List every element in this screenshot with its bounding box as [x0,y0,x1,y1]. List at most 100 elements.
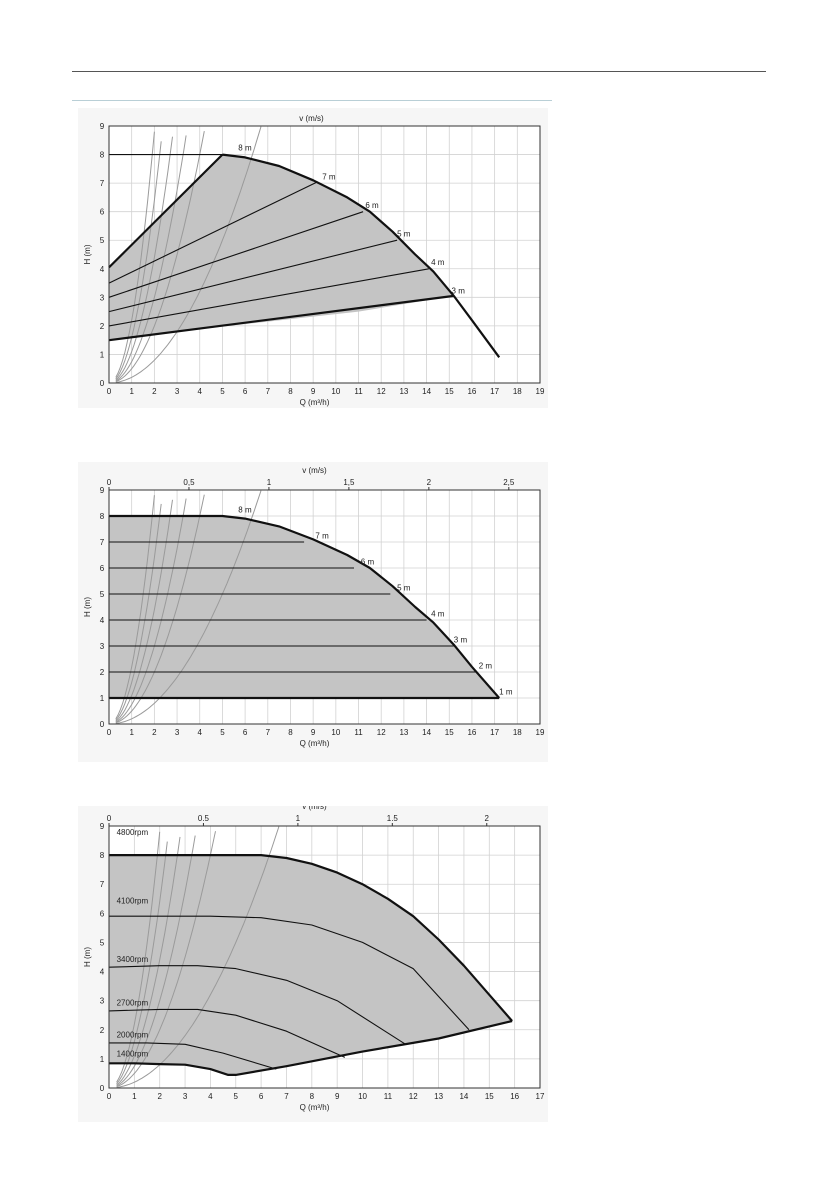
system-curve [116,826,280,1088]
chart-panel-1: 0 1 2 3 4 5 6 7 8 9 10 11 12 13 14 15 16 17 18 19 0 1 2 3 4 5 6 7 8 9… [78,108,548,408]
y-tick-label: 9 [100,486,105,495]
curve-label: 6 m [365,201,379,210]
y-tick-label: 0 [100,720,105,729]
top-tick-label: 2 [427,478,432,487]
y-tick-label: 2 [100,1026,105,1035]
curve-label: 5 m [397,229,411,238]
x-tick-label: 16 [467,728,476,737]
system-curve [115,136,173,381]
y-tick-label: 2 [100,322,105,331]
curve-label: 3400rpm [117,955,149,964]
top-tick-label: 1.5 [387,814,399,823]
x-tick-label: 4 [198,728,203,737]
top-tick-label: 2 [485,814,490,823]
x-axis-label: Q (m³/h) [300,739,330,748]
curve-label: 2 m [479,661,493,670]
x-tick-label: 3 [183,1092,188,1101]
performance-curve [108,153,224,269]
operating-area [109,516,500,698]
x-tick-label: 8 [310,1092,315,1101]
x-tick-label: 7 [284,1092,289,1101]
x-tick-label: 11 [354,387,363,396]
x-tick-label: 2 [152,728,157,737]
x-tick-label: 5 [234,1092,239,1101]
curve-label: 1 m [499,687,513,696]
curve-label: 6 m [361,557,375,566]
system-curve [116,836,181,1086]
plot-frame [108,125,541,384]
curve-label: 2000rpm [117,1031,149,1040]
chart-panel-2: 0 1 2 3 4 5 6 7 8 9 10 11 12 13 14 15 16 17 18 19 0 1 2 3 4 5 6 7 8 9… [78,462,548,762]
performance-curve [108,181,318,284]
x-tick-label: 17 [536,1092,545,1101]
y-tick-label: 0 [100,1084,105,1093]
system-curve [115,131,205,383]
x-tick-label: 5 [220,728,225,737]
y-axis-label: H (m) [83,597,92,617]
top-tick-label: 0,5 [183,478,195,487]
header-rule [72,71,766,72]
plot-frame [108,825,541,1089]
system-curve [115,495,155,720]
system-curve [115,490,262,724]
performance-curve [108,239,398,313]
operating-area [109,855,513,1075]
x-tick-label: 4 [208,1092,213,1101]
curve-label: 4800rpm [117,828,149,837]
x-tick-label: 12 [377,387,386,396]
performance-curve [109,915,470,1031]
performance-curve [108,211,364,298]
top-tick-label: 0.5 [198,814,210,823]
x-tick-label: 4 [198,387,203,396]
x-tick-label: 11 [354,728,363,737]
x-tick-label: 15 [445,728,454,737]
y-tick-label: 8 [100,151,105,160]
x-tick-label: 5 [220,387,225,396]
x-tick-label: 17 [490,728,499,737]
y-tick-label: 7 [100,880,105,889]
section-rule [72,100,552,101]
curve-label: 4100rpm [117,897,149,906]
performance-curve [108,294,454,342]
x-tick-label: 12 [409,1092,418,1101]
x-tick-label: 14 [422,387,431,396]
curve-label: 2700rpm [117,998,149,1007]
x-axis-label: Q (m³/h) [300,1103,330,1112]
x-tick-label: 19 [536,728,545,737]
top-axis-label: v (m/s) [299,114,324,123]
x-tick-label: 18 [513,387,522,396]
system-curve [115,503,162,721]
x-axis-label: Q (m³/h) [300,398,330,407]
x-tick-label: 19 [536,387,545,396]
curve-label: 7 m [322,172,336,181]
y-axis-label: H (m) [83,947,92,967]
x-tick-label: 6 [243,387,248,396]
y-tick-label: 9 [100,122,105,131]
x-tick-label: 14 [422,728,431,737]
x-tick-label: 1 [132,1092,137,1101]
top-axis-label: v (m/s) [302,466,327,475]
top-tick-label: 1 [267,478,272,487]
system-curve [115,494,205,724]
x-tick-label: 7 [266,728,271,737]
x-tick-label: 18 [513,728,522,737]
y-tick-label: 6 [100,909,105,918]
y-tick-label: 3 [100,642,105,651]
x-tick-label: 0 [107,728,112,737]
y-tick-label: 4 [100,265,105,274]
performance-curve [108,965,406,1045]
y-tick-label: 7 [100,179,105,188]
x-tick-label: 2 [157,1092,162,1101]
y-tick-label: 4 [100,968,105,977]
system-curve [115,131,155,378]
x-tick-label: 7 [266,387,271,396]
system-curve [116,841,168,1085]
x-tick-label: 14 [459,1092,468,1101]
performance-curve [109,1019,513,1076]
curve-label: 4 m [431,609,445,618]
pump-chart-1: 0 1 2 3 4 5 6 7 8 9 10 11 12 13 14 15 16 17 18 190123456789… [83,114,545,407]
top-tick-label: 1,5 [343,478,355,487]
performance-curve [222,153,501,358]
x-tick-label: 16 [510,1092,519,1101]
x-tick-label: 13 [399,728,408,737]
